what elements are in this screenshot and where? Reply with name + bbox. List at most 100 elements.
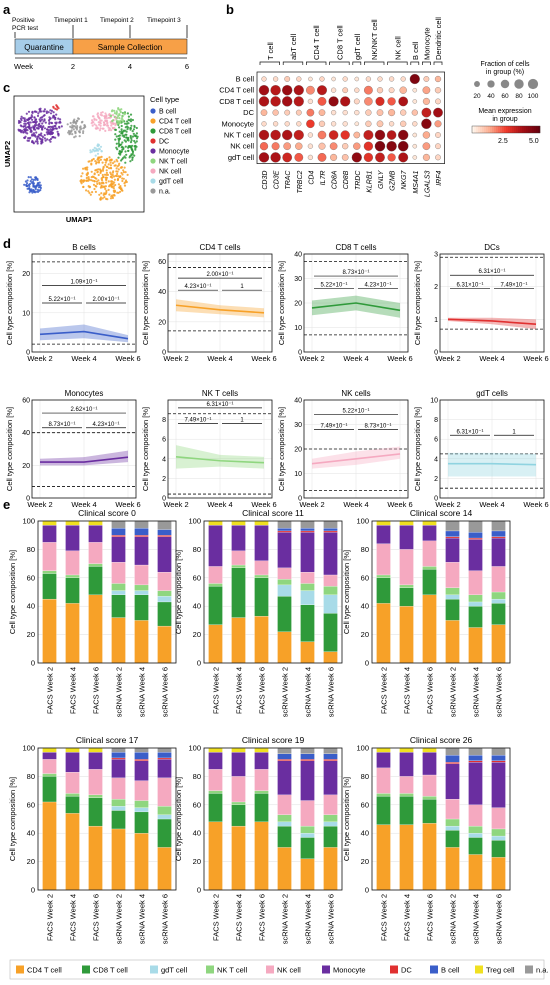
bar-legend-swatch — [16, 965, 24, 974]
dotplot-dot — [306, 85, 315, 95]
umap-point — [23, 129, 26, 132]
dotplot-dot — [353, 98, 360, 105]
umap-point — [124, 145, 127, 148]
timeline-marker-pcr-line2: PCR test — [12, 25, 38, 32]
umap-point — [122, 177, 125, 180]
umap-point — [34, 123, 37, 127]
bar-segment — [300, 837, 315, 859]
pvalue-label: 4.23×10⁻¹ — [184, 284, 211, 290]
dotplot-dot — [363, 130, 374, 140]
umap-point — [89, 151, 92, 154]
umap-point — [90, 159, 93, 162]
y-tick-label: 10 — [430, 398, 438, 405]
bar-panel-title: Clinical score 19 — [242, 735, 305, 745]
bar-segment — [157, 818, 172, 848]
umap-point — [36, 114, 40, 117]
umap-point — [33, 110, 37, 113]
umap-point — [118, 126, 121, 129]
bar-segment — [422, 566, 437, 570]
bar-segment — [468, 594, 483, 603]
dotplot-row-label: Monocyte — [221, 119, 254, 128]
umap-point — [100, 181, 103, 185]
umap-point — [122, 147, 125, 151]
dotplot-gene-label: CD8B — [343, 170, 350, 189]
dotplot-row-label: NK T cell — [224, 131, 254, 140]
colorbar-cell — [506, 126, 509, 133]
x-tick-label: Week 2 — [299, 354, 324, 363]
umap-point — [27, 110, 31, 113]
pvalue-label: 6.31×10⁻¹ — [206, 402, 233, 408]
bar-segment — [254, 520, 269, 526]
umap-point — [121, 114, 124, 118]
dotplot-row-label: B cell — [236, 75, 255, 84]
bar-segment — [277, 520, 292, 529]
dotplot-dot — [363, 152, 374, 163]
gene-group-label: CD8 T cell — [335, 25, 344, 60]
dotplot-gene-label: CD3D — [262, 171, 269, 190]
umap-point — [95, 118, 98, 121]
bar-category-label: scRNA Week 6 — [327, 894, 336, 944]
series-line — [175, 456, 265, 464]
bar-segment — [157, 520, 172, 530]
umap-legend-dot — [150, 158, 156, 164]
bar-category-label: FACS Week 2 — [212, 667, 221, 714]
umap-point — [33, 120, 36, 124]
bar-segment — [231, 825, 246, 891]
dotplot-dot — [340, 130, 350, 140]
umap-point — [43, 137, 47, 140]
umap-point — [75, 119, 79, 123]
dotplot-dot — [411, 109, 418, 116]
bar-segment — [111, 747, 126, 753]
umap-point — [91, 115, 95, 118]
bar-category-label: FACS Week 4 — [69, 894, 78, 941]
umap-point — [30, 126, 33, 129]
line-panel-ylabel: Cell type composition [%] — [5, 407, 14, 491]
bar-segment — [491, 835, 506, 841]
umap-point — [29, 176, 32, 179]
bar-category-label: scRNA Week 4 — [138, 667, 147, 717]
bar-panels: Clinical score 0 0 20 40 60 80 100 FACS Week 2 F… — [8, 508, 511, 944]
bar-category-label: FACS Week 2 — [46, 894, 55, 941]
umap-point — [121, 173, 124, 176]
panel-letter-e: e — [3, 497, 10, 512]
line-panel-ylabel: Cell type composition [%] — [5, 261, 14, 345]
x-tick-label: Week 6 — [387, 354, 412, 363]
bar-panel-ylabel: Cell type composition [%] — [8, 777, 17, 861]
bar-segment — [254, 616, 269, 664]
bar-segment — [111, 527, 126, 536]
umap-legend-dot — [150, 148, 156, 154]
umap-point — [104, 185, 107, 188]
umap-point — [130, 139, 133, 142]
bar-segment — [65, 603, 80, 664]
colorbar-cell — [516, 126, 519, 133]
bar-segment — [157, 535, 172, 537]
umap-point — [30, 140, 34, 144]
umap-point — [98, 129, 101, 132]
umap-point — [127, 139, 130, 142]
bar-segment — [88, 566, 103, 595]
colorbar-cell — [514, 126, 517, 133]
umap-point — [28, 123, 31, 126]
dotplot-dot — [307, 98, 313, 104]
x-tick-label: Week 2 — [435, 354, 460, 363]
pvalue-label: 4.23×10⁻¹ — [364, 282, 391, 288]
y-tick-label: 2 — [162, 476, 166, 483]
umap-point — [55, 108, 59, 111]
bar-segment — [300, 590, 315, 605]
dotplot-dot — [397, 140, 409, 152]
umap-point — [40, 126, 43, 129]
umap-point — [118, 114, 121, 117]
bar-segment — [42, 747, 57, 753]
pvalue-label: 4.23×10⁻¹ — [92, 422, 119, 428]
colorbar-cell — [484, 126, 487, 133]
bar-segment — [111, 806, 126, 811]
x-tick-label: Week 2 — [27, 500, 52, 509]
y-tick-label: 1 — [434, 317, 438, 324]
umap-point — [101, 197, 104, 200]
line-panel: gdT cells 0 2 4 6 8 10 Week 2 Week 4 Week 6 6.31×1… — [413, 389, 549, 509]
dotplot-dot — [434, 75, 442, 83]
bar-segment — [445, 847, 460, 891]
bar-segment — [134, 527, 149, 536]
umap-point — [51, 136, 54, 139]
umap-point — [94, 190, 97, 193]
